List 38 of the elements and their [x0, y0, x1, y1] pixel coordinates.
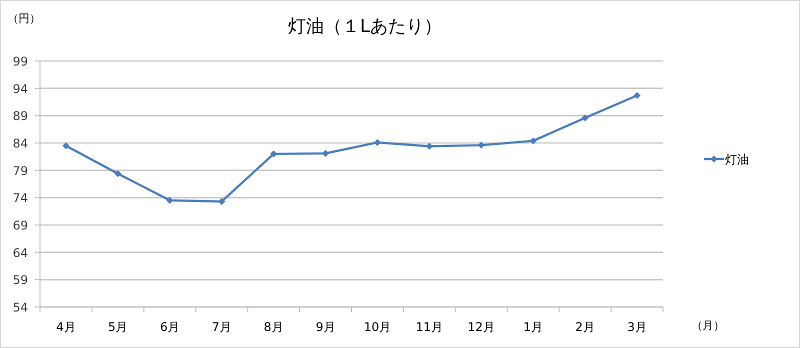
y-tick-label: 99 — [12, 54, 28, 68]
point — [62, 142, 70, 150]
point — [166, 196, 174, 204]
x-tick-label: 6月 — [160, 320, 180, 334]
point — [114, 170, 122, 178]
x-tick-label: 1月 — [523, 320, 544, 334]
x-tick-label: 12月 — [468, 320, 495, 334]
x-tick-label: 10月 — [364, 320, 392, 334]
y-tick-label: 89 — [12, 109, 28, 124]
x-tick-label: 3月 — [627, 320, 647, 334]
x-tick-label: 5月 — [108, 320, 128, 334]
x-tick-label: 8月 — [264, 320, 284, 334]
x-tick-label: 9月 — [316, 320, 336, 334]
x-tick-label: 4月 — [56, 320, 76, 334]
x-tick-label: 7月 — [212, 320, 232, 334]
x-tick-label: 11月 — [416, 320, 444, 334]
x-axis-title: （月） — [692, 319, 724, 332]
chart-title: 灯油（１Lあたり） — [288, 16, 442, 37]
point — [582, 114, 589, 122]
y-tick-label: 64 — [12, 246, 28, 260]
y-tick-label: 69 — [12, 218, 28, 232]
point — [374, 138, 381, 146]
point — [426, 142, 433, 150]
point — [270, 150, 278, 158]
y-tick-label: 74 — [12, 191, 28, 206]
point — [634, 92, 641, 99]
x-tick-label: 2月 — [575, 320, 595, 334]
y-tick-label: 54 — [12, 300, 28, 314]
point — [322, 150, 330, 157]
y-tick-label: 94 — [12, 82, 28, 96]
legend-label: 灯油 — [725, 152, 749, 166]
point — [478, 142, 485, 149]
y-tick-label: 59 — [12, 273, 28, 288]
y-tick-label: 79 — [12, 164, 28, 178]
point — [218, 198, 226, 205]
y-tick-label: 84 — [12, 136, 28, 150]
point — [530, 137, 537, 144]
y-axis-title: （円） — [8, 12, 40, 25]
